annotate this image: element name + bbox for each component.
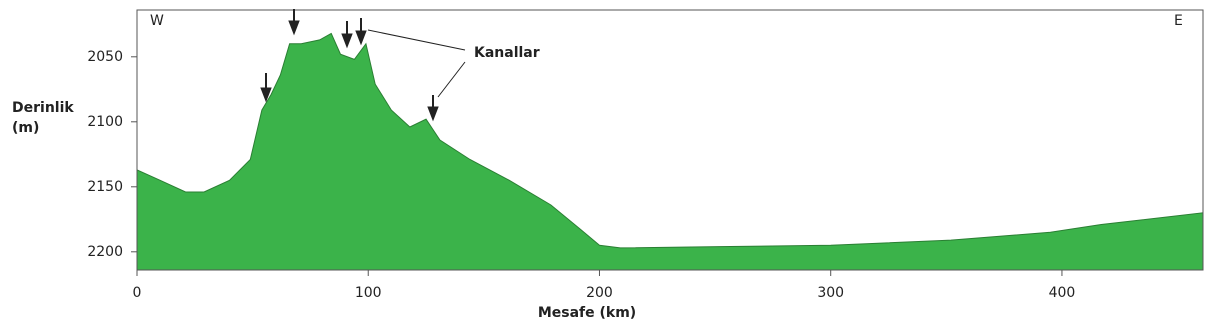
leader-line [367, 29, 466, 51]
arrow-head [355, 30, 367, 46]
x-tick-label: 0 [133, 285, 142, 301]
arrow-head [427, 106, 439, 122]
leader-line [437, 61, 466, 98]
y-tick-label: 2200 [87, 244, 123, 260]
x-tick-label: 200 [586, 285, 613, 301]
plot-frame [136, 9, 1204, 271]
channels-label: Kanallar [474, 45, 540, 61]
x-tick-label: 300 [817, 285, 844, 301]
arrow-head [260, 87, 272, 103]
east-label: E [1174, 13, 1183, 29]
y-tick-label: 2050 [87, 49, 123, 65]
plot-area [136, 32, 1204, 271]
arrow-head [288, 20, 300, 36]
y-tick-label: 2100 [87, 114, 123, 130]
west-label: W [150, 13, 164, 29]
x-tick-label: 100 [355, 285, 382, 301]
x-axis-label: Mesafe (km) [538, 305, 636, 321]
y-axis-label: Derinlik [12, 100, 74, 116]
depth-area [136, 32, 1204, 271]
x-tick-label: 400 [1049, 285, 1076, 301]
arrow-head [341, 33, 353, 49]
arrows [260, 9, 466, 122]
y-tick-label: 2150 [87, 179, 123, 195]
y-axis-label: (m) [12, 120, 39, 136]
